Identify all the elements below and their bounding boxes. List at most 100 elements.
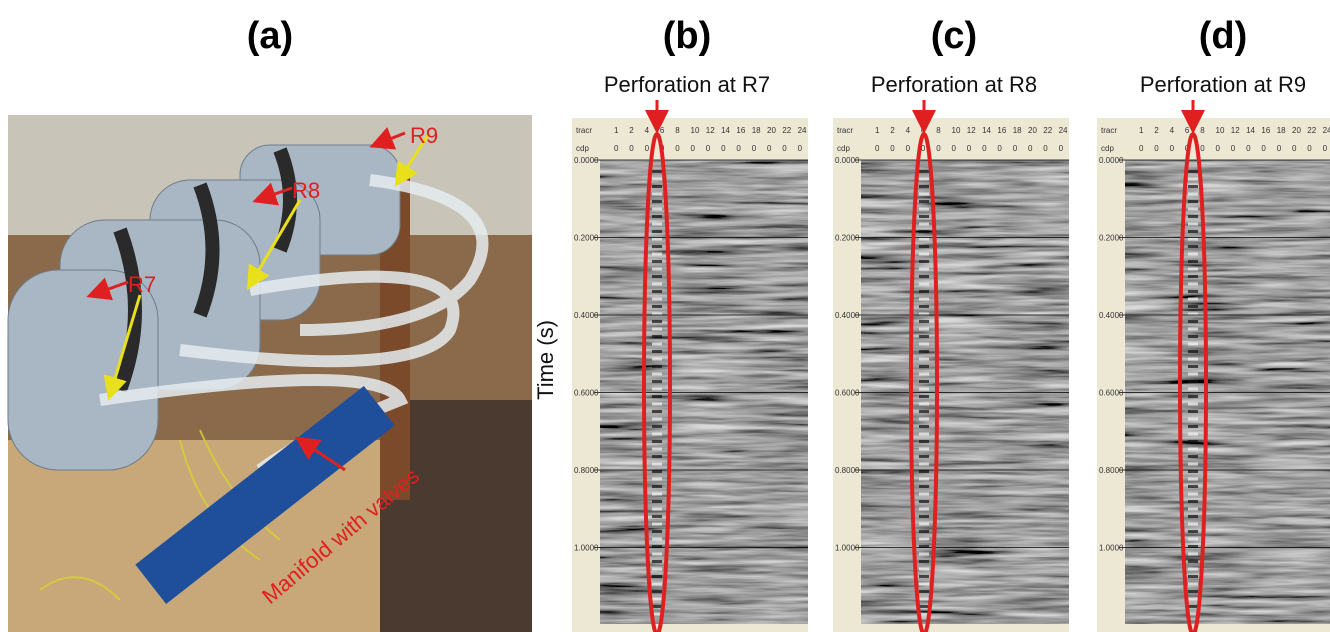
- trace-label: 16: [736, 126, 745, 135]
- event: [652, 553, 662, 556]
- cdp-label: 0: [782, 144, 787, 153]
- event: [1188, 170, 1198, 173]
- event: [1188, 553, 1198, 556]
- event: [652, 455, 662, 458]
- cdp-label: 0: [936, 144, 941, 153]
- event: [919, 403, 929, 406]
- trace-label: 6: [660, 126, 665, 135]
- trace-label: 14: [721, 126, 730, 135]
- event: [919, 575, 929, 578]
- event: [1188, 433, 1198, 436]
- cdp-label: 0: [1059, 144, 1064, 153]
- seismic-shade: [600, 160, 808, 624]
- header-label: cdp: [837, 144, 850, 153]
- gather-title: Perforation at R9: [1140, 72, 1306, 97]
- trace-label: 20: [1292, 126, 1301, 135]
- trace-label: 1: [1139, 126, 1144, 135]
- callout: R9: [410, 123, 438, 148]
- cdp-label: 0: [614, 144, 619, 153]
- header-label: cdp: [1101, 144, 1114, 153]
- cdp-label: 0: [1261, 144, 1266, 153]
- event: [919, 328, 929, 331]
- figure: (a) R9 R8 R7 Manifold with valves Time (…: [0, 0, 1330, 632]
- event: [652, 508, 662, 511]
- cdp-label: 0: [736, 144, 741, 153]
- event: [919, 290, 929, 293]
- time-tick-label: 1.0000: [574, 544, 599, 553]
- trace-label: 24: [1323, 126, 1330, 135]
- event: [652, 223, 662, 226]
- event: [1188, 605, 1198, 608]
- cdp-label: 0: [1200, 144, 1205, 153]
- time-tick-label: 0.2000: [574, 234, 599, 243]
- event: [919, 388, 929, 391]
- panel-label: (a): [247, 15, 293, 57]
- cdp-label: 0: [906, 144, 911, 153]
- trace-label: 2: [629, 126, 634, 135]
- event: [652, 365, 662, 368]
- event: [919, 410, 929, 413]
- event: [1188, 448, 1198, 451]
- callout: R7: [128, 272, 156, 297]
- trace-label: 12: [706, 126, 715, 135]
- event: [1188, 358, 1198, 361]
- trace-label: 16: [1261, 126, 1270, 135]
- event: [1188, 568, 1198, 571]
- event: [919, 253, 929, 256]
- event: [652, 320, 662, 323]
- trace-label: 8: [675, 126, 680, 135]
- event: [652, 538, 662, 541]
- event: [919, 455, 929, 458]
- event: [652, 208, 662, 211]
- time-tick-label: 1.0000: [835, 544, 860, 553]
- event: [919, 245, 929, 248]
- panel-label: (b): [663, 15, 712, 57]
- event: [652, 388, 662, 391]
- time-tick-label: 0.0000: [1099, 156, 1124, 165]
- event: [652, 193, 662, 196]
- seismic-shade: [1125, 160, 1330, 624]
- event: [1188, 193, 1198, 196]
- trace-label: 8: [936, 126, 941, 135]
- event: [1188, 365, 1198, 368]
- trace-label: 12: [1231, 126, 1240, 135]
- event: [652, 568, 662, 571]
- event: [652, 433, 662, 436]
- event: [652, 305, 662, 308]
- event: [652, 380, 662, 383]
- callout: R8: [292, 178, 320, 203]
- event: [1188, 583, 1198, 586]
- event: [652, 335, 662, 338]
- event: [1188, 298, 1198, 301]
- event: [1188, 253, 1198, 256]
- event: [1188, 230, 1198, 233]
- event: [652, 463, 662, 466]
- event: [919, 418, 929, 421]
- trace-label: 6: [1185, 126, 1190, 135]
- event: [1188, 290, 1198, 293]
- event: [652, 283, 662, 286]
- trace-label: 24: [798, 126, 807, 135]
- cdp-label: 0: [1277, 144, 1282, 153]
- event: [652, 493, 662, 496]
- cdp-label: 0: [1292, 144, 1297, 153]
- event: [652, 170, 662, 173]
- event: [919, 485, 929, 488]
- event: [919, 170, 929, 173]
- trace-label: 1: [614, 126, 619, 135]
- cdp-label: 0: [1216, 144, 1221, 153]
- cdp-label: 0: [1231, 144, 1236, 153]
- event: [1188, 208, 1198, 211]
- trace-label: 2: [1154, 126, 1159, 135]
- event: [919, 553, 929, 556]
- event: [1188, 245, 1198, 248]
- event: [919, 425, 929, 428]
- event: [652, 358, 662, 361]
- event: [919, 230, 929, 233]
- time-tick-label: 0.0000: [574, 156, 599, 165]
- event: [652, 470, 662, 473]
- cdp-label: 0: [752, 144, 757, 153]
- time-tick-label: 0.8000: [835, 466, 860, 475]
- event: [1188, 493, 1198, 496]
- event: [652, 253, 662, 256]
